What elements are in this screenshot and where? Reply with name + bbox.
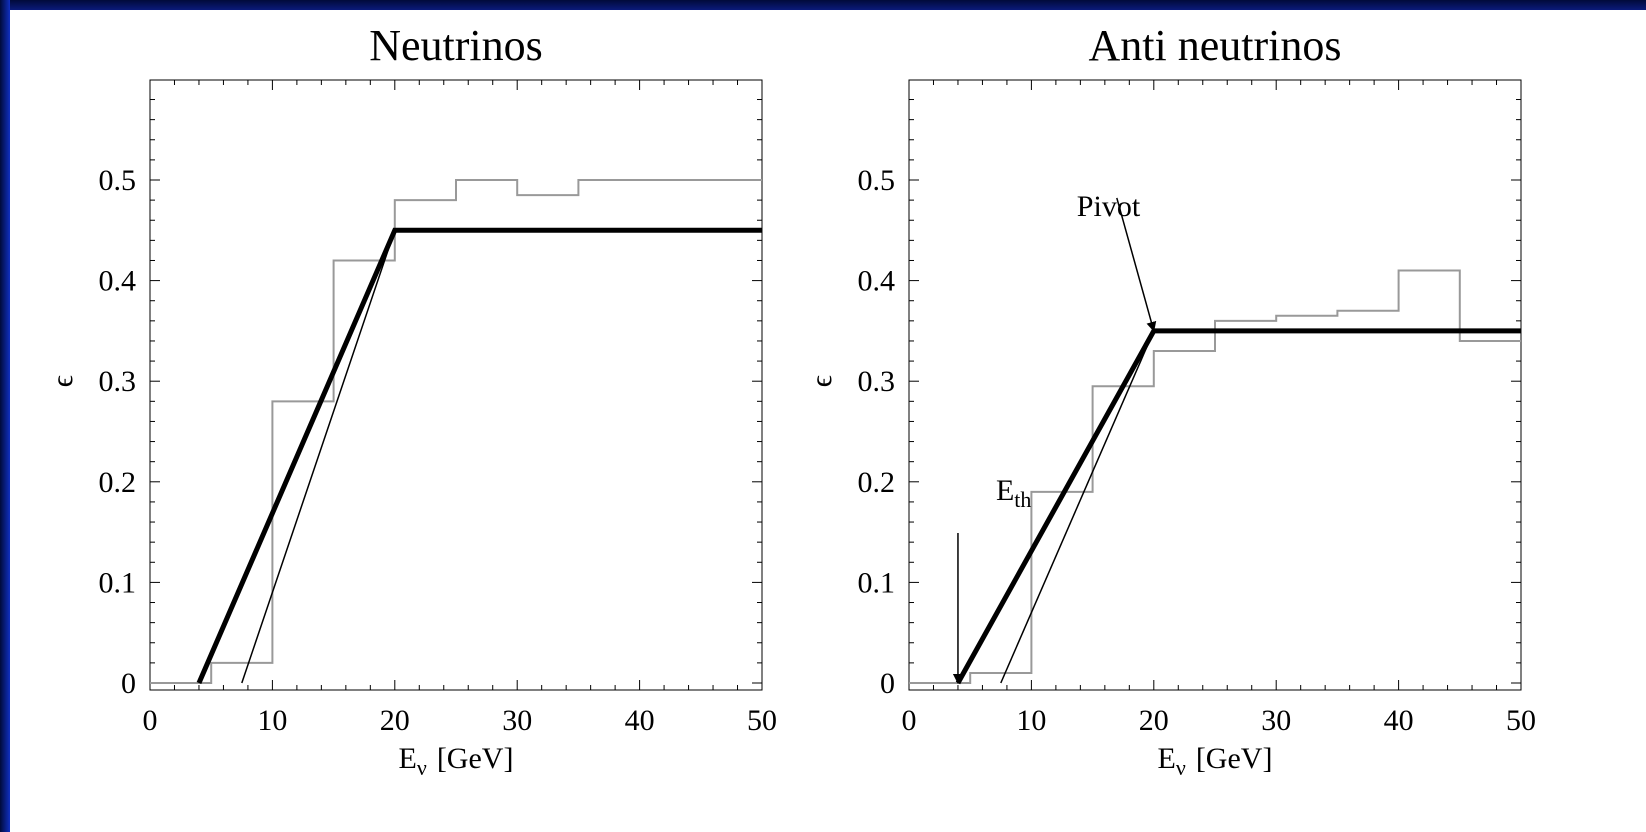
y-tick-label: 0.5 <box>99 164 137 197</box>
y-tick-label: 0.1 <box>858 566 896 599</box>
plot-frame <box>149 79 763 691</box>
x-axis-label-unit: [GeV] <box>1196 742 1273 775</box>
annotation-subscript: th <box>1014 487 1031 512</box>
x-tick-label: 0 <box>902 704 917 737</box>
x-tick-label: 10 <box>1016 704 1046 737</box>
slide-frame-top <box>0 0 1646 10</box>
efficiency-histogram <box>909 269 1521 684</box>
thin-fit-line <box>241 230 396 684</box>
y-axis-label: ϵ <box>46 375 79 387</box>
x-tick-label: 0 <box>143 704 158 737</box>
y-tick-label: 0.4 <box>858 265 896 298</box>
y-axis-label: ϵ <box>805 375 838 387</box>
x-axis-label-sub: ν <box>417 755 427 780</box>
chart-title: Anti neutrinos <box>1089 21 1342 70</box>
x-axis-label: Eν [GeV] <box>399 742 514 780</box>
x-tick-label: 30 <box>502 704 532 737</box>
y-tick-label: 0.5 <box>858 164 896 197</box>
plot-frame <box>908 79 1522 691</box>
linear-fit-curve <box>196 227 762 684</box>
y-tick-label: 0.1 <box>99 566 137 599</box>
x-tick-label: 50 <box>747 704 777 737</box>
y-tick-label: 0.4 <box>99 265 137 298</box>
chart-panel-2: Anti neutrinos 0 10 20 30 40 50 0 0.1 0.2 0.3 0.4 0.… <box>805 21 1536 780</box>
chart-title: Neutrinos <box>369 21 543 70</box>
linear-fit-curve <box>955 328 1521 685</box>
thin-fit-line <box>1000 330 1155 684</box>
x-tick-label: 20 <box>1139 704 1169 737</box>
y-tick-label: 0.3 <box>858 365 896 398</box>
y-tick-label: 0 <box>880 667 895 700</box>
y-tick-label: 0 <box>121 667 136 700</box>
annotation-text: Pivot <box>1077 190 1141 223</box>
chart-panel-1: Neutrinos 0 10 20 30 40 50 0 0.1 0.2 0.3 0.4 0.5 Eν [G… <box>46 21 777 780</box>
x-axis-label-unit: [GeV] <box>437 742 514 775</box>
efficiency-histogram <box>150 179 762 684</box>
x-tick-label: 50 <box>1506 704 1536 737</box>
y-tick-label: 0.2 <box>99 466 137 499</box>
x-axis-label-sub: ν <box>1176 755 1186 780</box>
x-axis-label-main: E <box>399 742 417 775</box>
x-tick-label: 20 <box>380 704 410 737</box>
x-tick-label: 30 <box>1261 704 1291 737</box>
x-tick-label: 40 <box>1384 704 1414 737</box>
y-tick-label: 0.3 <box>99 365 137 398</box>
y-tick-label: 0.2 <box>858 466 896 499</box>
annotation-label: Eth <box>996 474 1031 512</box>
annotation-label: Pivot <box>1077 190 1141 223</box>
x-tick-label: 40 <box>625 704 655 737</box>
x-axis-label: Eν [GeV] <box>1158 742 1273 780</box>
x-tick-label: 10 <box>257 704 287 737</box>
annotation-arrow <box>1116 197 1157 332</box>
annotation-text: E <box>996 474 1014 507</box>
x-axis-label-main: E <box>1158 742 1176 775</box>
slide-frame-left <box>0 0 10 832</box>
